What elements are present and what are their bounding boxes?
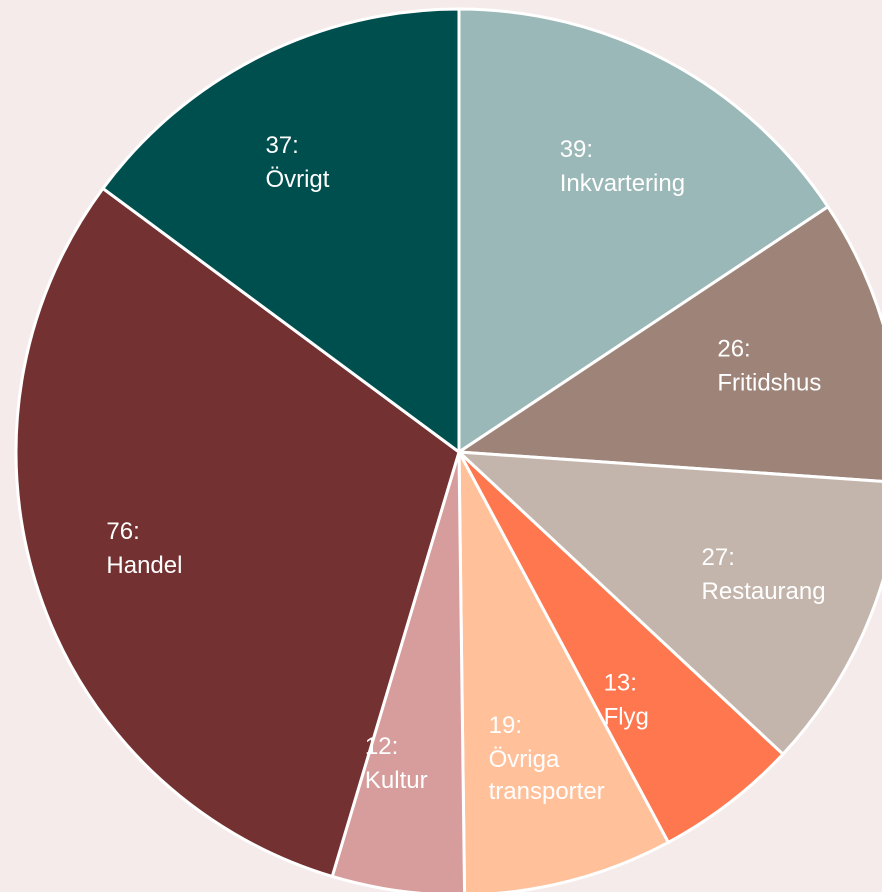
category-label: Handel [106, 552, 182, 579]
category-label: Övrigt [265, 166, 329, 193]
category-label: Fritidshus [717, 369, 821, 396]
category-label: Flyg [604, 704, 649, 731]
pie-slice [457, 7, 831, 455]
data-label: 13: [604, 670, 637, 697]
data-label: 37: [265, 132, 298, 159]
category-label: Övriga transporter [489, 746, 605, 805]
category-label: Kultur [365, 767, 428, 794]
pie-slice [457, 451, 671, 892]
data-label: 26: [717, 335, 750, 362]
pie-slice [454, 450, 882, 757]
category-label: Restaurang [702, 578, 826, 605]
category-label: Inkvartering [560, 170, 685, 197]
pie-slice [457, 450, 786, 845]
data-label: 12: [365, 733, 398, 760]
pie-slice [454, 204, 882, 483]
data-label: 76: [106, 518, 139, 545]
pie-slice [100, 7, 461, 455]
pie-slice [14, 186, 461, 879]
data-label: 19: [489, 712, 522, 739]
data-label: 39: [560, 136, 593, 163]
data-label: 27: [702, 544, 735, 571]
